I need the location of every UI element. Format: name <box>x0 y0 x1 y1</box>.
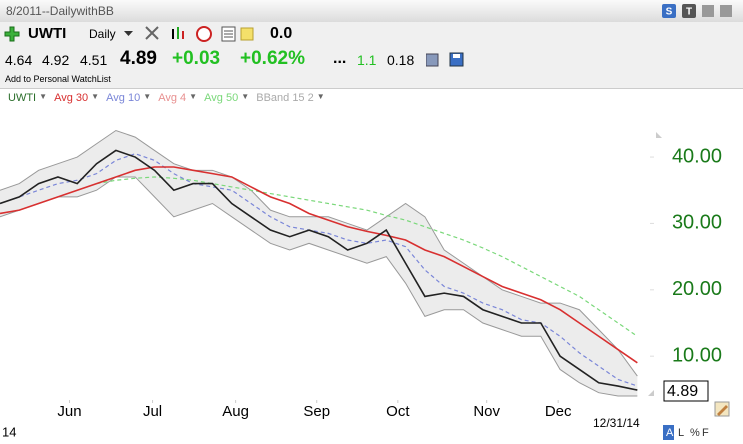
series-line <box>0 149 638 391</box>
symbol[interactable]: UWTI <box>28 25 67 42</box>
quote-open: 4.64 <box>5 52 33 68</box>
add-icon[interactable] <box>4 26 20 42</box>
toolbar-value: 0.0 <box>270 25 293 42</box>
quote-change-pct: +0.62% <box>240 48 305 69</box>
indicator-label[interactable]: Avg 30 <box>54 92 89 104</box>
last-price-label: 4.89 <box>667 383 698 400</box>
quote-dots: ... <box>333 50 347 67</box>
button[interactable] <box>720 5 732 17</box>
indicator-label[interactable]: BBand 15 2 <box>256 92 314 104</box>
x-tick-label: Jun <box>57 403 81 420</box>
y-tick-label: 30.00 <box>672 212 722 234</box>
x-tick-label: Oct <box>386 403 410 420</box>
x-tick-label: Sep <box>303 403 330 420</box>
quote-high: 4.92 <box>42 52 70 68</box>
quote-change: +0.03 <box>172 48 221 69</box>
x-tick-label: Dec <box>545 403 572 420</box>
series-line <box>96 176 638 337</box>
button[interactable] <box>702 5 714 17</box>
period[interactable]: Daily <box>89 27 116 41</box>
x-tick-label: Aug <box>222 403 249 420</box>
series-line <box>0 153 638 387</box>
indicator-arrow[interactable]: ▼ <box>39 92 48 101</box>
quote-row: 4.64 4.92 4.51 4.89 +0.03 +0.62% ... 1.1… <box>0 46 743 72</box>
quote-icons[interactable] <box>426 52 466 68</box>
y-tick-label: 40.00 <box>672 145 722 167</box>
indicator-arrow[interactable]: ▼ <box>91 92 100 101</box>
dropdown-arrow[interactable] <box>124 31 134 37</box>
last-price-box <box>663 380 709 402</box>
indicator-label[interactable]: Avg 50 <box>204 92 239 104</box>
button-label[interactable]: F <box>702 427 709 439</box>
window-title: 8/2011--DailywithBB <box>6 4 114 18</box>
watchlist-link[interactable]: Add to Personal WatchList <box>5 74 111 84</box>
svg-text:S: S <box>666 7 673 18</box>
button[interactable] <box>662 4 676 18</box>
indicator-arrow[interactable]: ▼ <box>241 92 250 101</box>
series-line <box>0 166 638 364</box>
legend-row: UWTI ▼ Avg 30 ▼ Avg 10 ▼ Avg 4 ▼ Avg 50 ▼ BBand 15… <box>0 89 743 107</box>
quote-last: 4.89 <box>120 48 157 69</box>
indicator-arrow[interactable]: ▼ <box>316 92 325 101</box>
indicator-arrow[interactable]: ▼ <box>189 92 198 101</box>
band-area <box>0 130 638 397</box>
x-tick-label: Jul <box>143 403 162 420</box>
button-label[interactable]: % <box>690 427 700 439</box>
y-tick-label: 20.00 <box>672 278 722 300</box>
band-lower <box>0 176 638 397</box>
button[interactable] <box>682 4 696 18</box>
svg-text:T: T <box>686 7 692 18</box>
date-label: 12/31/14 <box>593 416 640 430</box>
quote-volume: 1.1 <box>357 52 377 68</box>
tool-icons <box>145 26 254 42</box>
indicator-arrow[interactable]: ▼ <box>143 92 152 101</box>
x-tick-label: Nov <box>473 403 500 420</box>
y-tick-label: 10.00 <box>672 344 722 366</box>
year-label: 14 <box>2 424 16 439</box>
button-label[interactable]: L <box>678 427 684 439</box>
scroll-marker <box>656 132 662 138</box>
watchlist-row: Add to Personal WatchList <box>0 72 743 89</box>
button-highlight <box>663 425 674 440</box>
toolbar: UWTI Daily 0.0 <box>0 22 743 46</box>
quote-low: 4.51 <box>80 52 108 68</box>
window-buttons: S T <box>662 4 732 18</box>
indicator-label[interactable]: Avg 4 <box>158 92 187 104</box>
quote-other: 0.18 <box>387 52 415 68</box>
indicator-label[interactable]: Avg 10 <box>106 92 141 104</box>
indicator-label[interactable]: UWTI <box>8 92 37 104</box>
edit-icon-pen <box>717 405 728 416</box>
button-label[interactable]: A <box>666 427 674 439</box>
scroll-marker <box>648 390 654 396</box>
